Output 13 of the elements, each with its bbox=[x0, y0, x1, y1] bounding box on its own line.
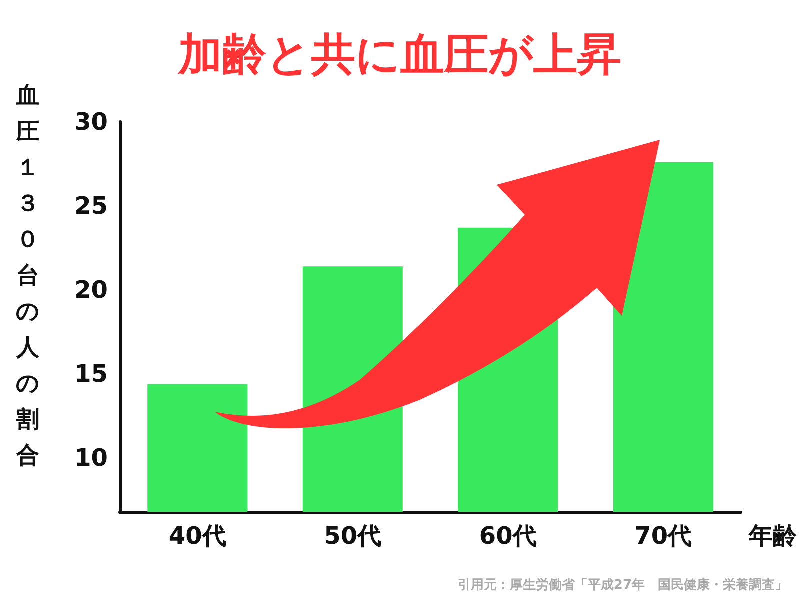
x-tick-label: 50代 bbox=[324, 522, 382, 550]
chart-title: 加齢と共に血圧が上昇 bbox=[176, 30, 622, 80]
y-tick-label: 25 bbox=[74, 192, 108, 220]
x-tick-label: 40代 bbox=[168, 522, 226, 550]
text: 血圧１３０台の人の割合 bbox=[16, 83, 40, 469]
x-axis-title: 年齢 bbox=[748, 522, 798, 550]
y-tick-label: 20 bbox=[74, 276, 108, 304]
x-tick-label: 60代 bbox=[479, 522, 537, 550]
y-tick-label: 30 bbox=[74, 108, 108, 136]
x-tick-label: 70代 bbox=[634, 522, 692, 550]
text: 引用元：厚生労働省「平成27年 国民健康・栄養調査」 bbox=[458, 577, 788, 593]
y-tick-label: 10 bbox=[74, 444, 108, 472]
y-tick-label: 15 bbox=[74, 360, 108, 388]
